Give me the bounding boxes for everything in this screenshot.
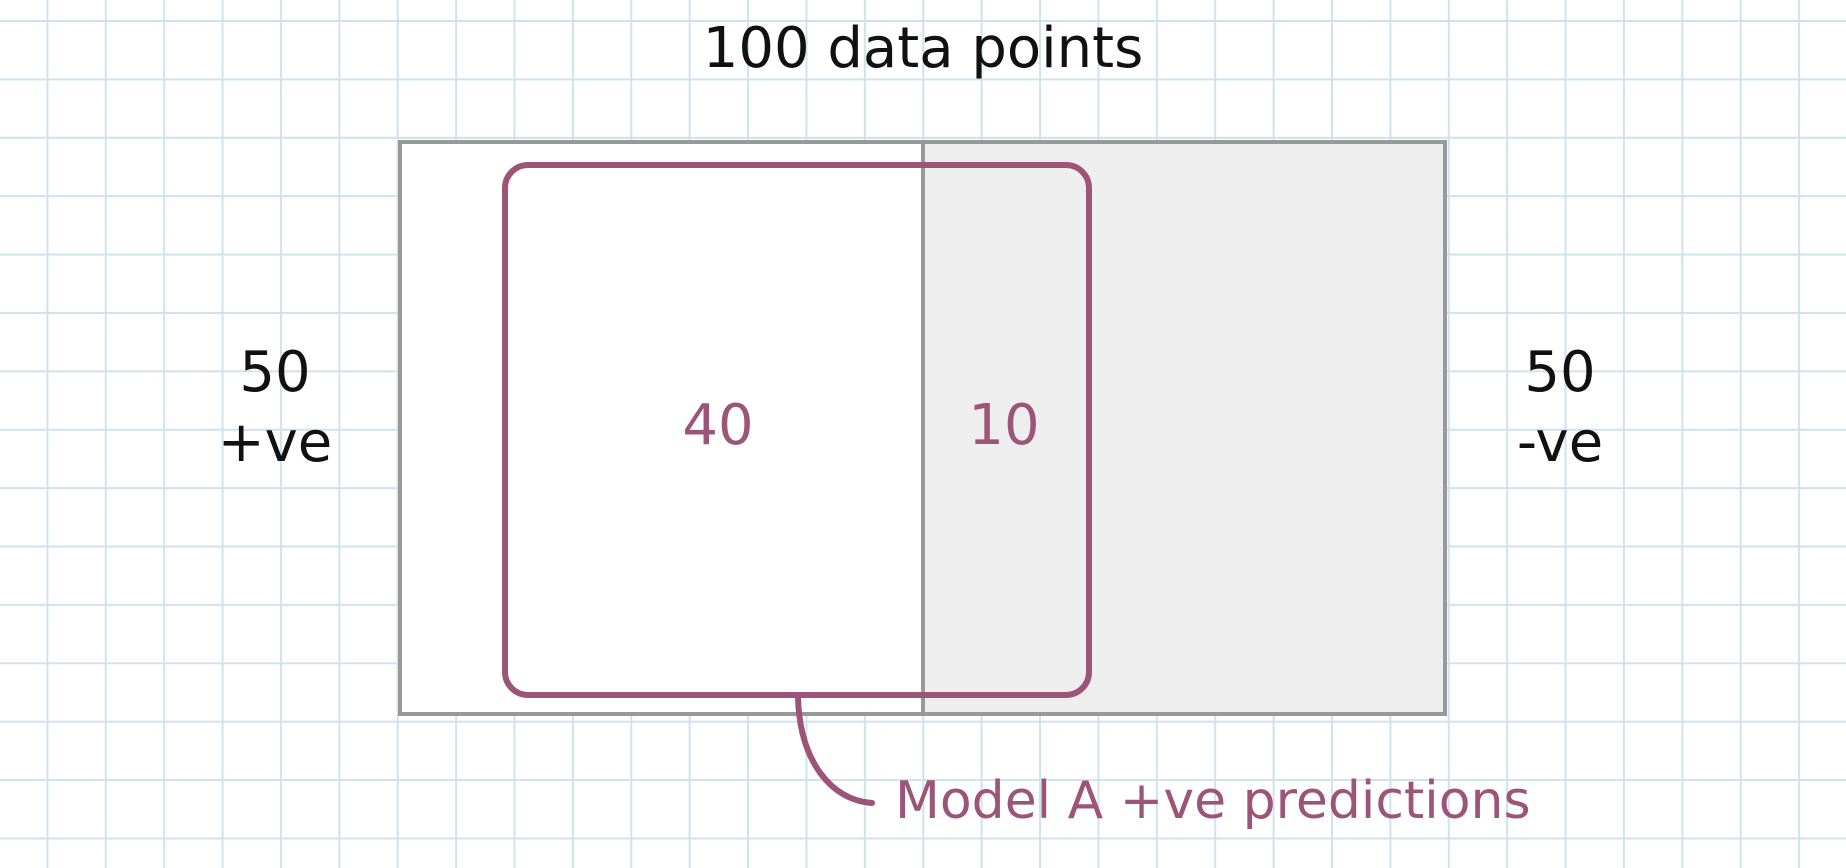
positive-class-name: +ve <box>217 410 333 475</box>
diagram-title: 100 data points <box>702 16 1144 81</box>
negative-class-count: 50 <box>1524 340 1596 405</box>
prediction-box <box>502 162 1092 698</box>
true-positive-count: 40 <box>682 393 754 458</box>
negative-region <box>923 142 1447 716</box>
positive-class-label: 50 +ve <box>175 338 375 478</box>
negative-class-name: -ve <box>1516 410 1604 475</box>
class-divider <box>921 140 925 716</box>
positive-class-count: 50 <box>239 340 311 405</box>
positive-region <box>400 142 923 716</box>
negative-class-label: 50 -ve <box>1460 338 1660 478</box>
prediction-caption: Model A +ve predictions <box>895 771 1531 831</box>
false-positive-count: 10 <box>968 393 1040 458</box>
